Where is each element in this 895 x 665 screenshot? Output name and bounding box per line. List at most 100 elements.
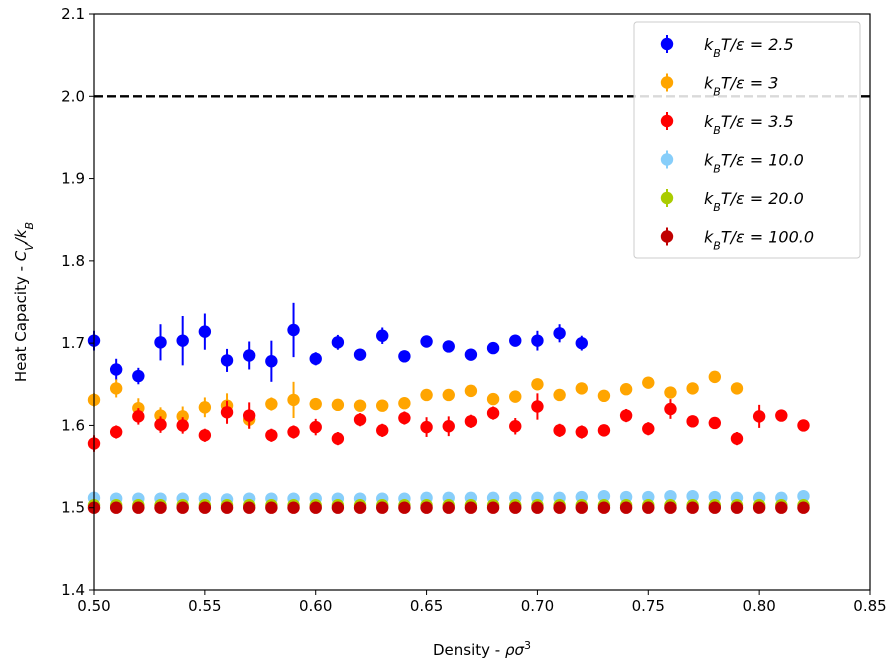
legend-marker [660, 37, 674, 51]
data-point [575, 501, 588, 514]
data-point [154, 418, 167, 431]
data-point [353, 501, 367, 514]
data-point [619, 383, 633, 396]
legend-entry-label: kBT/ε = 3.5 [704, 112, 794, 137]
data-point [265, 501, 278, 514]
data-point [198, 429, 212, 442]
x-tick-label: 0.70 [521, 597, 554, 615]
data-point [619, 409, 633, 422]
x-axis-label: Density - ρσ3 [433, 639, 531, 660]
legend-marker [660, 230, 674, 243]
data-point [154, 336, 167, 349]
data-point [708, 501, 721, 514]
data-point [531, 400, 544, 413]
data-point [109, 363, 123, 376]
data-point [376, 399, 389, 412]
series-6 [87, 501, 810, 514]
data-point [464, 384, 478, 398]
data-point [398, 501, 411, 514]
data-point [132, 410, 145, 423]
data-point [664, 501, 677, 514]
data-point [109, 501, 123, 514]
data-point [154, 501, 167, 514]
data-point [486, 501, 500, 514]
data-point [309, 352, 322, 365]
data-point [331, 432, 345, 445]
x-tick-label: 0.80 [742, 597, 775, 615]
data-point [597, 501, 611, 514]
legend-entry-label: kBT/ε = 20.0 [704, 189, 804, 214]
data-point [464, 415, 478, 428]
y-tick-label: 1.6 [61, 416, 85, 434]
data-point [464, 501, 478, 514]
data-point [686, 501, 699, 514]
data-point [708, 370, 721, 384]
legend-marker [660, 76, 674, 89]
legend-entry-label: kBT/ε = 10.0 [704, 151, 804, 176]
data-point [287, 323, 300, 337]
legend-marker [660, 153, 674, 166]
y-tick-label: 2.1 [61, 5, 85, 23]
data-point [132, 501, 145, 514]
data-point [398, 350, 411, 363]
x-tick-label: 0.60 [299, 597, 332, 615]
y-axis-label: Heat Capacity - CV/kB [12, 222, 36, 382]
data-point [730, 382, 744, 395]
data-point [287, 425, 300, 439]
y-tick-label: 1.4 [61, 581, 85, 599]
data-point [109, 425, 123, 439]
data-point [420, 335, 433, 348]
legend-entry-label: kBT/ε = 3 [704, 74, 778, 99]
data-point [642, 376, 655, 389]
series-1 [87, 302, 588, 385]
data-point [686, 382, 699, 395]
data-point [265, 397, 278, 411]
legend-marker [660, 191, 674, 205]
y-axis-ticks: 1.4 1.5 1.6 1.7 1.8 1.9 2.0 2.1 [61, 5, 94, 599]
data-point [730, 432, 744, 445]
data-point [309, 501, 322, 514]
data-point [353, 399, 367, 412]
y-tick-label: 1.7 [61, 334, 85, 352]
y-tick-label: 1.8 [61, 252, 85, 270]
data-point [575, 336, 588, 350]
data-point [775, 501, 788, 514]
data-point [198, 325, 212, 338]
data-point [797, 501, 810, 514]
data-point [553, 388, 566, 402]
data-point [220, 501, 234, 514]
data-point [176, 419, 189, 432]
data-point [509, 334, 522, 347]
data-point [220, 406, 234, 419]
data-point [353, 413, 367, 426]
data-point [597, 389, 611, 403]
data-point [642, 422, 655, 435]
data-point [464, 348, 478, 361]
legend: kBT/ε = 2.5 kBT/ε = 3 kBT/ε = 3.5 kBT/ε = 1… [633, 21, 861, 259]
data-point [486, 406, 500, 420]
data-point [220, 354, 234, 367]
data-point [442, 340, 455, 353]
data-point [509, 390, 522, 403]
data-point [243, 501, 256, 514]
data-point [752, 410, 766, 423]
data-point [619, 501, 633, 514]
x-tick-label: 0.65 [410, 597, 443, 615]
data-point [376, 329, 389, 342]
y-tick-label: 2.0 [61, 87, 85, 105]
data-point [420, 388, 433, 402]
data-point [176, 501, 189, 514]
data-point [420, 501, 433, 514]
data-point [442, 501, 455, 514]
data-point [664, 402, 677, 416]
data-point [730, 501, 744, 514]
data-point [331, 501, 345, 514]
series-2 [87, 370, 744, 429]
data-point [309, 420, 322, 434]
data-point [353, 348, 367, 361]
legend-entry-label: kBT/ε = 100.0 [704, 228, 814, 253]
data-point [265, 429, 278, 442]
data-point [664, 489, 677, 503]
data-point [442, 420, 455, 433]
